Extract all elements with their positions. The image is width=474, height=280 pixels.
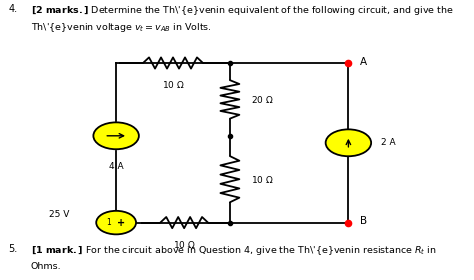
Text: +: + bbox=[117, 218, 125, 228]
Text: 10 $\Omega$: 10 $\Omega$ bbox=[173, 239, 196, 250]
Text: A: A bbox=[360, 57, 367, 67]
Text: $\mathbf{[1\ mark.]}$ For the circuit above in Question 4, give the Th\'{e}venin: $\mathbf{[1\ mark.]}$ For the circuit ab… bbox=[31, 244, 437, 256]
Text: 10 $\Omega$: 10 $\Omega$ bbox=[251, 174, 274, 185]
Text: 25 V: 25 V bbox=[49, 210, 69, 219]
Circle shape bbox=[93, 122, 139, 149]
Text: Ohms.: Ohms. bbox=[31, 262, 62, 271]
Text: B: B bbox=[360, 216, 367, 226]
Circle shape bbox=[96, 211, 136, 234]
Text: 5.: 5. bbox=[9, 244, 18, 254]
Text: Th\'{e}venin voltage $v_t = v_{AB}$ in Volts.: Th\'{e}venin voltage $v_t = v_{AB}$ in V… bbox=[31, 21, 211, 34]
Text: 2 A: 2 A bbox=[381, 138, 395, 147]
Text: 20 $\Omega$: 20 $\Omega$ bbox=[251, 94, 274, 105]
Circle shape bbox=[326, 129, 371, 156]
Text: 4.: 4. bbox=[9, 4, 18, 14]
Text: 10 $\Omega$: 10 $\Omega$ bbox=[162, 79, 184, 90]
Text: 1: 1 bbox=[106, 218, 111, 227]
Text: $\mathbf{[2\ marks.]}$ Determine the Th\'{e}venin equivalent of the following ci: $\mathbf{[2\ marks.]}$ Determine the Th\… bbox=[31, 4, 454, 17]
Text: 4 A: 4 A bbox=[109, 162, 123, 171]
